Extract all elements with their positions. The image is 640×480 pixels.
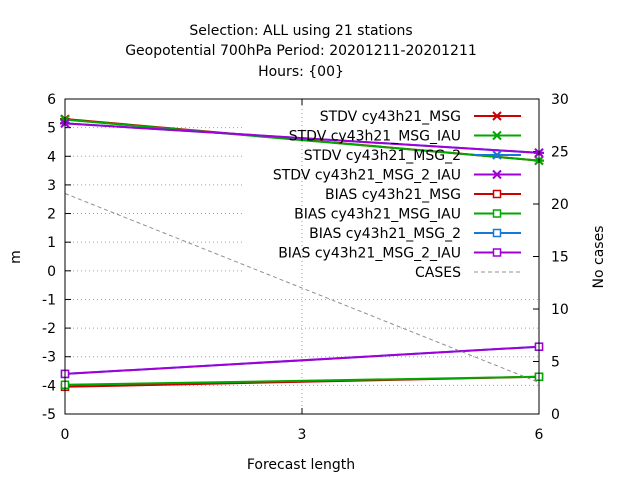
y2-tick-label: 10 (551, 302, 569, 318)
series-line (64, 345, 540, 375)
x-tick-label: 0 (61, 427, 70, 443)
title-line-2: Geopotential 700hPa Period: 20201211-202… (125, 43, 477, 59)
legend-label: CASES (415, 265, 461, 281)
y-tick-label: 3 (47, 178, 56, 194)
y2-tick-label: 30 (551, 92, 569, 108)
legend-label: STDV cy43h21_MSG_2_IAU (273, 168, 461, 184)
y2-tick-label: 0 (551, 407, 560, 423)
legend-label: BIAS cy43h21_MSG_2_IAU (278, 246, 461, 262)
data-point (492, 189, 502, 199)
x-tick-label: 6 (535, 427, 544, 443)
y2-tick-label: 5 (551, 355, 560, 371)
y-tick-label: 6 (47, 92, 56, 108)
y-tick-label: -2 (42, 321, 56, 337)
title-line-1: Selection: ALL using 21 stations (189, 23, 412, 39)
data-point (492, 248, 502, 257)
y-tick-label: -5 (42, 407, 56, 423)
y2-tick-label: 25 (551, 145, 569, 161)
y-tick-label: 2 (47, 207, 56, 223)
x-axis-label: Forecast length (247, 457, 355, 473)
y-tick-label: 1 (47, 235, 56, 251)
y-tick-label: 0 (47, 264, 56, 280)
y-tick-label: 4 (47, 149, 56, 165)
data-point (492, 111, 502, 121)
legend-label: STDV cy43h21_MSG_2 (304, 148, 461, 164)
y-tick-label: -1 (42, 292, 56, 308)
y-axis-label: m (8, 250, 24, 264)
legend-label: BIAS cy43h21_MSG (325, 187, 461, 203)
x-tick-label: 3 (298, 427, 307, 443)
legend-label: STDV cy43h21_MSG_IAU (289, 129, 461, 145)
chart-title: Selection: ALL using 21 stations Geopote… (125, 23, 477, 80)
legend: STDV cy43h21_MSG STDV cy43h21_MSG_IAU STDV… (273, 109, 521, 281)
data-point (492, 150, 502, 160)
y-tick-label: -4 (42, 378, 56, 394)
series-line (64, 193, 540, 383)
data-point (492, 228, 502, 238)
data-point (492, 209, 502, 218)
series-line (64, 118, 540, 162)
plot-frame (64, 98, 540, 415)
grid (65, 99, 539, 414)
series-line (64, 375, 540, 386)
title-line-3: Hours: {00} (258, 64, 344, 80)
data-point (492, 130, 502, 141)
data-point (492, 169, 502, 180)
y2-tick-label: 15 (551, 250, 569, 266)
legend-label: BIAS cy43h21_MSG_IAU (294, 207, 461, 223)
y-tick-label: 5 (47, 121, 56, 137)
y-tick-label: -3 (42, 350, 56, 366)
series-line (64, 122, 540, 154)
y2-tick-label: 20 (551, 197, 569, 213)
y2-axis-label: No cases (591, 226, 607, 289)
legend-label: STDV cy43h21_MSG (320, 109, 461, 125)
legend-label: BIAS cy43h21_MSG_2 (309, 226, 461, 242)
